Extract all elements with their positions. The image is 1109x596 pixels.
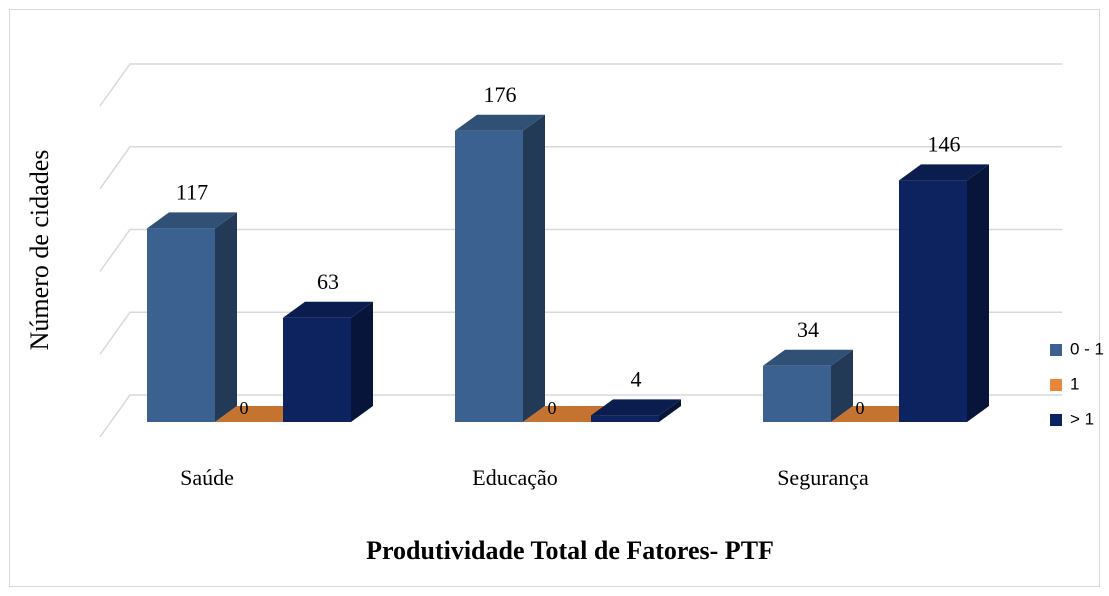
bar-front: [899, 180, 967, 422]
bar-front: [147, 228, 215, 422]
bar-side: [523, 114, 545, 422]
bar: [763, 349, 853, 422]
data-label: 0: [548, 398, 557, 418]
bar: [283, 301, 373, 422]
legend-swatch: [1050, 344, 1062, 356]
bar-front: [455, 130, 523, 422]
bar: [899, 164, 989, 422]
bar-side: [351, 301, 373, 422]
legend-label: 0 - 1: [1070, 339, 1104, 358]
legend-label: > 1: [1070, 409, 1094, 428]
data-label: 117: [176, 179, 208, 204]
data-label: 34: [797, 317, 819, 342]
x-tick-label: Segurança: [777, 465, 869, 490]
grid-line: [99, 228, 1062, 272]
data-label: 176: [484, 82, 517, 107]
x-tick-label: Saúde: [180, 465, 234, 490]
x-tick-label: Educação: [472, 465, 558, 490]
bar: [523, 406, 613, 422]
x-axis-title: Produtividade Total de Fatores- PTF: [366, 536, 774, 565]
data-label: 4: [631, 366, 642, 391]
bar: [147, 212, 237, 422]
bar-front: [591, 415, 659, 422]
bar-side: [215, 212, 237, 422]
legend-label: 1: [1070, 374, 1079, 393]
bar-side: [967, 164, 989, 422]
bar-top: [523, 406, 613, 422]
data-label: 0: [856, 398, 865, 418]
bar-front: [283, 317, 351, 422]
data-label: 63: [317, 269, 339, 294]
bar: [831, 406, 921, 422]
bar-top: [831, 406, 921, 422]
bar-side: [659, 399, 681, 422]
grid-line: [99, 63, 1062, 107]
grid-line: [99, 146, 1062, 190]
legend-swatch: [1050, 414, 1062, 426]
bar-side: [831, 349, 853, 422]
bar-top: [591, 399, 681, 416]
bar-top: [215, 406, 305, 422]
bar: [591, 399, 681, 422]
bar: [455, 114, 545, 422]
legend-swatch: [1050, 379, 1062, 391]
bar-top: [283, 301, 373, 318]
data-label: 146: [928, 131, 961, 156]
bar-top: [899, 164, 989, 181]
bar-top: [147, 212, 237, 229]
bar-top: [455, 114, 545, 131]
data-label: 0: [240, 398, 249, 418]
bar-front: [763, 365, 831, 422]
bar: [215, 406, 305, 422]
bar-top: [763, 349, 853, 366]
y-axis-title: Número de cidades: [25, 150, 54, 351]
grid-line: [99, 311, 1062, 355]
grid-line: [99, 394, 1062, 438]
